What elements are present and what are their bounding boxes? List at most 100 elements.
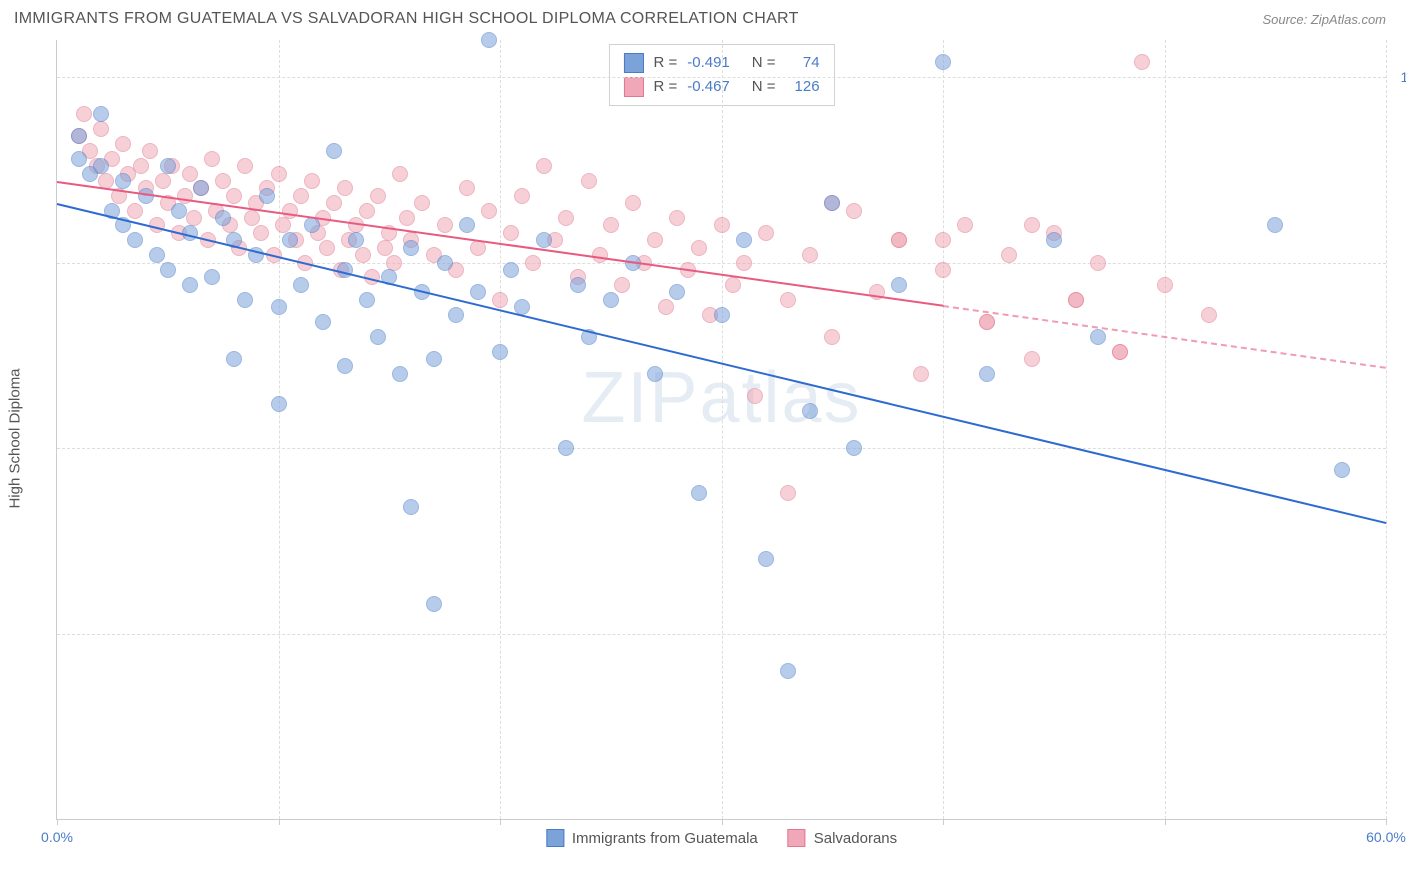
data-point (935, 54, 951, 70)
data-point (426, 596, 442, 612)
data-point (326, 195, 342, 211)
data-point (658, 299, 674, 315)
data-point (846, 203, 862, 219)
data-point (603, 292, 619, 308)
data-point (481, 32, 497, 48)
data-point (348, 232, 364, 248)
data-point (581, 173, 597, 189)
data-point (503, 262, 519, 278)
data-point (377, 240, 393, 256)
data-point (115, 173, 131, 189)
data-point (603, 217, 619, 233)
x-tick-mark (1386, 819, 1387, 825)
data-point (1090, 329, 1106, 345)
data-point (76, 106, 92, 122)
data-point (392, 366, 408, 382)
data-point (503, 225, 519, 241)
data-point (669, 210, 685, 226)
data-point (647, 366, 663, 382)
data-point (1112, 344, 1128, 360)
data-point (93, 121, 109, 137)
data-point (215, 210, 231, 226)
data-point (459, 180, 475, 196)
x-tick-label: 60.0% (1366, 829, 1406, 845)
data-point (237, 158, 253, 174)
data-point (437, 217, 453, 233)
data-point (647, 232, 663, 248)
grid-line (943, 40, 944, 819)
data-point (403, 240, 419, 256)
data-point (935, 262, 951, 278)
data-point (935, 232, 951, 248)
data-point (244, 210, 260, 226)
data-point (979, 366, 995, 382)
data-point (414, 195, 430, 211)
data-point (315, 314, 331, 330)
data-point (271, 166, 287, 182)
data-point (386, 255, 402, 271)
data-point (127, 232, 143, 248)
data-point (182, 166, 198, 182)
data-point (481, 203, 497, 219)
data-point (1024, 217, 1040, 233)
data-point (271, 299, 287, 315)
data-point (492, 344, 508, 360)
data-point (1267, 217, 1283, 233)
data-point (1090, 255, 1106, 271)
legend-item: Immigrants from Guatemala (546, 829, 758, 847)
data-point (747, 388, 763, 404)
data-point (736, 255, 752, 271)
data-point (155, 173, 171, 189)
data-point (304, 173, 320, 189)
x-tick-mark (722, 819, 723, 825)
x-tick-mark (57, 819, 58, 825)
data-point (669, 284, 685, 300)
legend-label: Salvadorans (814, 830, 897, 847)
grid-line (1165, 40, 1166, 819)
data-point (736, 232, 752, 248)
data-point (215, 173, 231, 189)
data-point (459, 217, 475, 233)
data-point (536, 158, 552, 174)
data-point (326, 143, 342, 159)
data-point (319, 240, 335, 256)
data-point (1334, 462, 1350, 478)
legend-r-label: R = (653, 75, 677, 99)
data-point (780, 292, 796, 308)
data-point (359, 292, 375, 308)
data-point (558, 440, 574, 456)
legend-item: Salvadorans (788, 829, 897, 847)
data-point (625, 195, 641, 211)
data-point (237, 292, 253, 308)
grid-line (722, 40, 723, 819)
legend-swatch (546, 829, 564, 847)
chart-header: IMMIGRANTS FROM GUATEMALA VS SALVADORAN … (0, 0, 1406, 36)
data-point (824, 195, 840, 211)
data-point (293, 188, 309, 204)
data-point (271, 396, 287, 412)
grid-line (500, 40, 501, 819)
data-point (1024, 351, 1040, 367)
x-tick-label: 0.0% (41, 829, 73, 845)
legend-n-label: N = (752, 75, 776, 99)
data-point (304, 217, 320, 233)
data-point (337, 358, 353, 374)
data-point (275, 217, 291, 233)
data-point (193, 180, 209, 196)
data-point (204, 151, 220, 167)
data-point (403, 499, 419, 515)
data-point (780, 663, 796, 679)
data-point (115, 136, 131, 152)
data-point (182, 277, 198, 293)
data-point (160, 262, 176, 278)
data-point (359, 203, 375, 219)
data-point (536, 232, 552, 248)
data-point (160, 158, 176, 174)
data-point (514, 188, 530, 204)
legend-r-value: -0.491 (687, 51, 730, 75)
data-point (957, 217, 973, 233)
data-point (370, 188, 386, 204)
data-point (253, 225, 269, 241)
legend-swatch (788, 829, 806, 847)
data-point (802, 403, 818, 419)
